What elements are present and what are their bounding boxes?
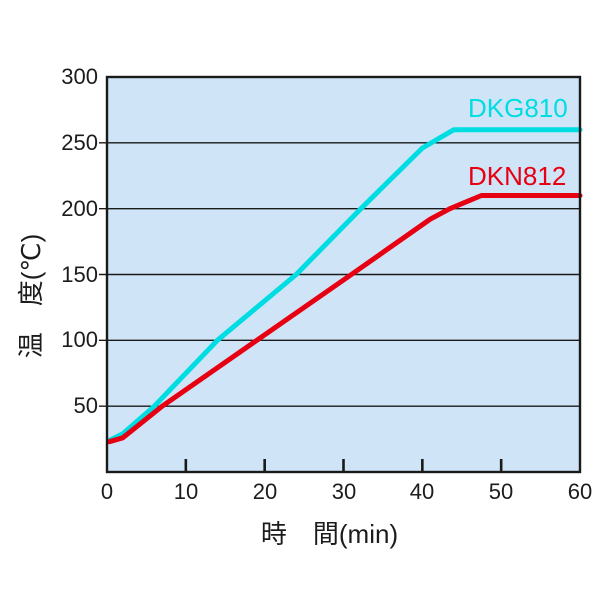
y-tick-label-300: 300 xyxy=(61,64,98,89)
x-tick-label-20: 20 xyxy=(252,479,278,504)
y-tick-label-150: 150 xyxy=(61,262,98,287)
x-tick-label-40: 40 xyxy=(409,479,435,504)
y-tick-label-250: 250 xyxy=(61,130,98,155)
y-tick-label-200: 200 xyxy=(61,196,98,221)
x-tick-label-60: 60 xyxy=(567,479,593,504)
series-line-dkg810 xyxy=(106,127,583,443)
series-label-dkg810: DKG810 xyxy=(468,93,568,123)
x-tick-label-30: 30 xyxy=(331,479,357,504)
series-line-dkn812 xyxy=(106,193,583,445)
series-label-dkn812: DKN812 xyxy=(468,161,567,191)
x-tick-label-10: 10 xyxy=(173,479,199,504)
y-tick-label-100: 100 xyxy=(61,327,98,352)
x-tick-label-0: 0 xyxy=(100,479,114,504)
plot-border xyxy=(105,75,582,474)
x-axis-title: 時 間(min) xyxy=(260,519,399,549)
y-tick-label-50: 50 xyxy=(73,393,98,418)
x-tick-label-50: 50 xyxy=(488,479,514,504)
